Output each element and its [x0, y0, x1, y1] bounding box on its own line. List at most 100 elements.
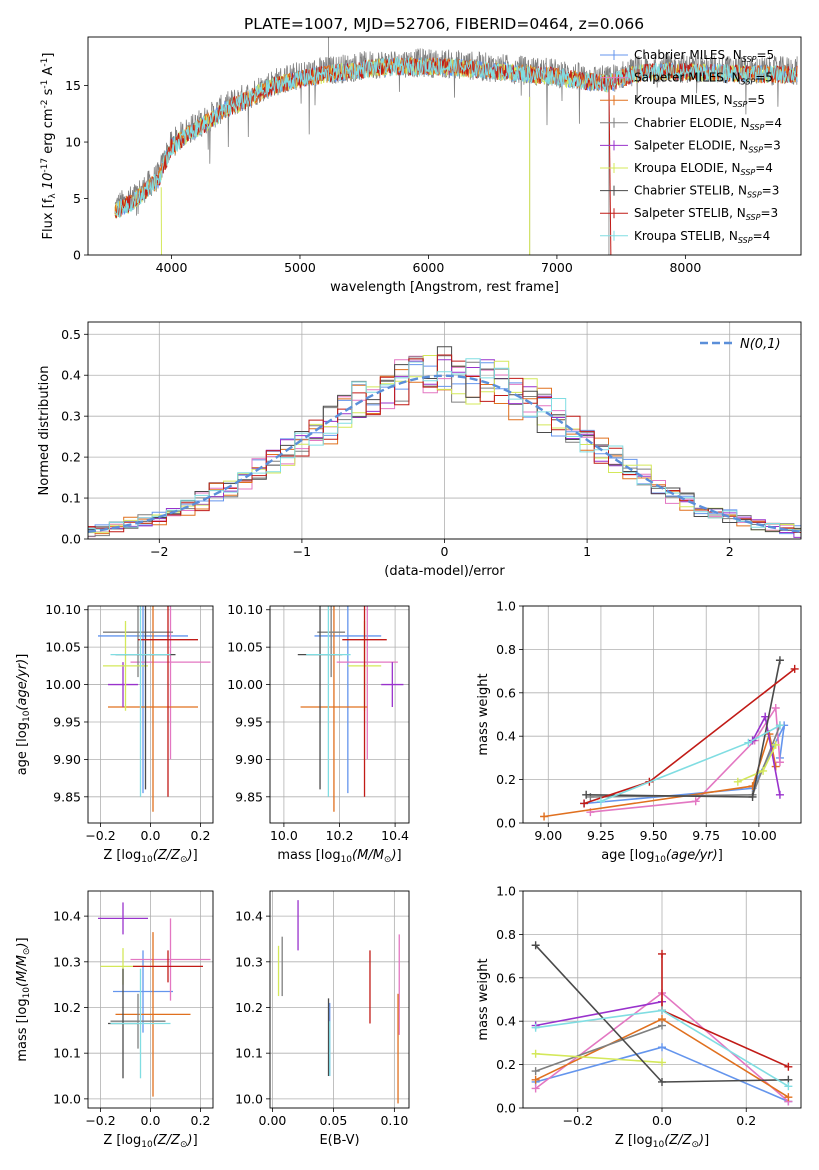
- weight-point: [596, 797, 605, 806]
- y-tick-label: 10.00: [45, 677, 81, 692]
- weight-point: [531, 941, 540, 950]
- x-tick-label: 5000: [284, 260, 316, 275]
- x-tick-label: 10.2: [326, 828, 354, 843]
- x-tick-label: 9.50: [640, 828, 668, 843]
- legend-label: Salpeter MILES, NSSP=5: [634, 71, 773, 87]
- legend-label: Kroupa ELODIE, NSSP=4: [634, 161, 773, 177]
- model-spectrum: [114, 56, 798, 218]
- weight-point: [582, 790, 591, 799]
- weight-point: [531, 1023, 540, 1032]
- age-vs-mass-axes: 10.0 10.2 10.4 9.85 9.90 9.95 10.00 10.05 10.10 m…: [227, 602, 410, 865]
- weight-point: [658, 1043, 666, 1052]
- x-tick-label: 0.2: [736, 1113, 756, 1128]
- histogram-series: [88, 355, 801, 534]
- plot-area: [531, 941, 793, 1106]
- y-tick-label: 10.05: [45, 640, 81, 655]
- y-tick-label: 0.6: [496, 970, 516, 985]
- y-tick-label: 10.10: [227, 602, 263, 617]
- y-tick-label: 10.4: [53, 909, 81, 924]
- chart-title: PLATE=1007, MJD=52706, FIBERID=0464, z=0…: [244, 15, 644, 33]
- x-tick-label: −0.2: [85, 1113, 115, 1128]
- weight-series: [535, 1024, 663, 1072]
- weight-point: [784, 1082, 793, 1091]
- y-axis-label: Normed distribution: [37, 366, 52, 496]
- x-axis-label: mass [log10​(M/M⊙​)]: [277, 848, 401, 865]
- plot-area: [98, 902, 211, 1097]
- x-tick-label: 1: [583, 544, 591, 559]
- y-tick-label: 9.85: [235, 789, 263, 804]
- x-tick-label: 0.2: [191, 828, 211, 843]
- mass-vs-ebv-axes: 0.00 0.05 0.10 10.0 10.1 10.2 10.3 10.4 E(B-V): [235, 890, 410, 1148]
- weight-point: [744, 738, 753, 747]
- x-tick-label: 0.05: [319, 1113, 347, 1128]
- age-vs-z-axes: −0.2 0.0 0.2 9.85 9.90 9.95 10.00 10.05 10.10 Z […: [15, 602, 214, 865]
- weight-point: [759, 766, 768, 775]
- x-axis-label: (data-model)/error: [384, 564, 505, 579]
- y-axis-label: mass [log10​(M/M⊙​)]: [15, 937, 32, 1061]
- y-tick-label: 0.1: [61, 491, 81, 506]
- x-axis-label: age [log10​(age/yr)]: [601, 848, 723, 865]
- y-tick-label: 1.0: [496, 599, 516, 614]
- x-tick-label: 4000: [156, 260, 188, 275]
- x-tick-label: −2: [150, 544, 168, 559]
- y-tick-label: 10.0: [235, 1091, 263, 1106]
- y-axis-label: mass weight: [476, 958, 491, 1040]
- y-tick-label: 9.95: [53, 714, 81, 729]
- y-tick-label: 0.2: [496, 1057, 516, 1072]
- y-tick-label: 1.0: [496, 884, 516, 899]
- y-tick-label: 0.8: [496, 642, 516, 657]
- x-tick-label: 10.0: [270, 828, 298, 843]
- x-tick-label: 0: [441, 544, 449, 559]
- plot-area: [277, 900, 400, 1104]
- histogram-series: [88, 354, 801, 533]
- weight-point: [790, 664, 799, 673]
- x-tick-label: 9.75: [692, 828, 720, 843]
- weight-point: [580, 799, 589, 808]
- plot-area: [98, 606, 211, 812]
- x-tick-label: 10.4: [381, 828, 409, 843]
- weight-point: [775, 758, 784, 767]
- y-tick-label: 0.0: [61, 532, 81, 547]
- weight-point: [733, 777, 742, 786]
- axes-frame: [269, 890, 410, 1109]
- plot-area: [88, 346, 801, 538]
- y-axis-label: mass weight: [476, 673, 491, 755]
- y-tick-label: 0.4: [61, 368, 81, 383]
- x-tick-label: 10.00: [741, 828, 777, 843]
- x-tick-label: 0.00: [259, 1113, 287, 1128]
- y-tick-label: 10.4: [235, 909, 263, 924]
- x-tick-label: −1: [293, 544, 311, 559]
- axes-frame: [87, 36, 802, 256]
- legend-label: Chabrier STELIB, NSSP=3: [634, 184, 779, 200]
- y-tick-label: 0.4: [496, 1014, 516, 1029]
- y-tick-label: 0.0: [496, 816, 516, 831]
- y-tick-label: 10.2: [235, 1000, 263, 1015]
- y-tick-label: 9.90: [53, 752, 81, 767]
- legend-label: Salpeter ELODIE, NSSP=3: [634, 138, 781, 154]
- x-tick-label: 0.0: [141, 1113, 161, 1128]
- y-tick-label: 0.0: [496, 1101, 516, 1116]
- histogram-series: [88, 362, 801, 535]
- weight-point: [775, 790, 784, 799]
- legend: Chabrier MILES, NSSP=5 Salpeter MILES, NS…: [600, 48, 782, 245]
- weight-point: [531, 1067, 540, 1076]
- weight-point: [540, 812, 549, 821]
- legend-label: Chabrier MILES, NSSP=5: [634, 48, 774, 64]
- legend-label: Salpeter STELIB, NSSP=3: [634, 206, 778, 222]
- weight-point: [658, 1077, 666, 1086]
- weight-point: [775, 721, 784, 730]
- weight-point: [658, 1006, 666, 1015]
- y-tick-label: 0.6: [496, 685, 516, 700]
- weight-point: [748, 792, 757, 801]
- y-tick-label: 9.95: [235, 714, 263, 729]
- weight-point: [771, 703, 780, 712]
- x-tick-label: 9.25: [587, 828, 615, 843]
- weight-point: [658, 1021, 666, 1030]
- x-tick-label: 8000: [669, 260, 701, 275]
- y-tick-label: 10.3: [235, 954, 263, 969]
- y-tick-label: 10.2: [53, 1000, 81, 1015]
- x-tick-label: 7000: [541, 260, 573, 275]
- y-tick-label: 10.3: [53, 954, 81, 969]
- legend-label: Kroupa STELIB, NSSP=4: [634, 229, 770, 245]
- x-axis-label: Z [log10​(Z/Z⊙​)]: [103, 848, 197, 865]
